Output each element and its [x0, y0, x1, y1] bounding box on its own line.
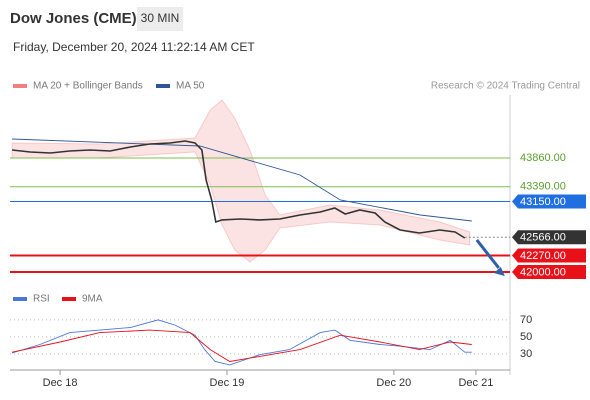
legend-label: MA 50 [176, 81, 205, 92]
credit: Research © 2024 Trading Central [431, 81, 580, 92]
level-label: 43390.00 [520, 181, 566, 193]
y-tick-label: 30 [520, 348, 532, 360]
bollinger-band [11, 99, 471, 263]
rsi-line [12, 329, 472, 362]
x-tick-label: Dec 21 [458, 377, 493, 389]
level-label: 43150.00 [520, 196, 566, 208]
ma-line [12, 138, 472, 222]
legend-label: 9MA [82, 294, 103, 305]
level-tag [512, 194, 586, 209]
x-tick-label: Dec 20 [376, 377, 411, 389]
price-line [12, 140, 466, 239]
level-label: 43860.00 [520, 152, 566, 164]
projection-arrow [475, 239, 500, 269]
level-tag [512, 265, 586, 280]
level-label: 42270.00 [520, 250, 566, 262]
level-tag [512, 248, 586, 263]
legend-swatch [13, 84, 27, 88]
level-label: 42566.00 [520, 232, 566, 244]
level-label: 42000.00 [520, 266, 566, 278]
x-tick-label: Dec 19 [210, 377, 245, 389]
x-tick-label: Dec 18 [43, 377, 78, 389]
arrow-head [493, 266, 505, 276]
title: Dow Jones (CME) [10, 10, 137, 27]
legend-swatch [62, 297, 76, 301]
timestamp: Friday, December 20, 2024 11:22:14 AM CE… [13, 40, 255, 54]
level-tag [512, 230, 586, 245]
legend-swatch [13, 297, 27, 301]
interval-box [137, 7, 183, 31]
rsi-line [11, 319, 472, 366]
legend-swatch [156, 84, 170, 88]
y-tick-label: 70 [520, 314, 532, 326]
legend-label: RSI [33, 294, 50, 305]
y-tick-label: 50 [520, 331, 532, 343]
legend-label: MA 20 + Bollinger Bands [33, 81, 143, 92]
interval: 30 MIN [141, 11, 180, 25]
